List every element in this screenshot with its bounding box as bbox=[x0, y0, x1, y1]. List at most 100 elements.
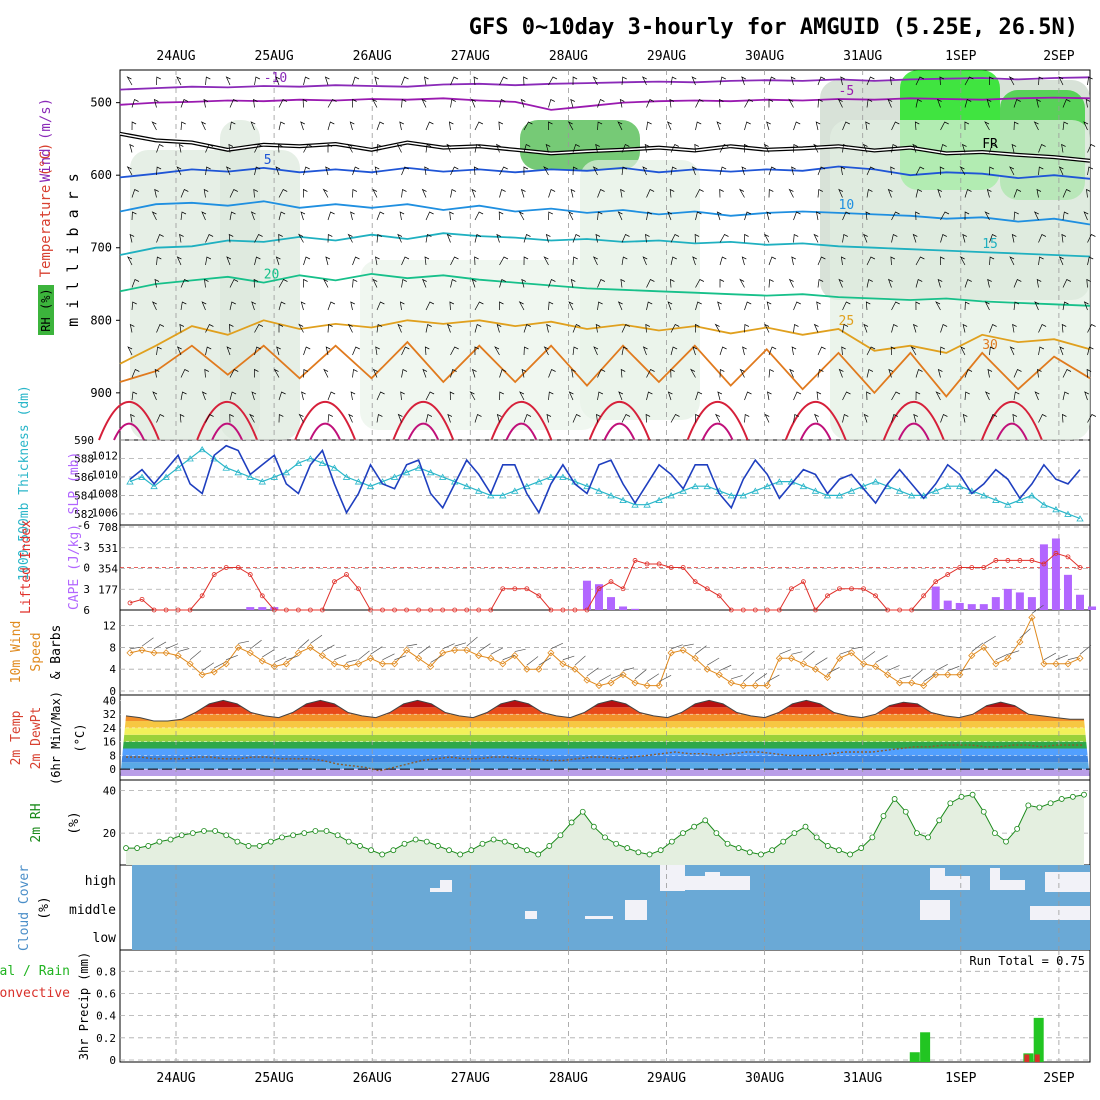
lifted-index-point bbox=[813, 607, 818, 613]
wind-barb-10m bbox=[719, 664, 732, 671]
wind-barb bbox=[374, 76, 380, 86]
rh-point bbox=[312, 828, 319, 834]
rh-point bbox=[178, 832, 185, 839]
wind-barb-10m bbox=[550, 642, 564, 650]
wind-barb bbox=[425, 211, 434, 221]
wind-speed-point bbox=[932, 671, 940, 679]
wind-speed-point bbox=[535, 665, 543, 673]
wind-speed-point bbox=[571, 665, 579, 673]
thickness-point bbox=[282, 469, 291, 476]
wind-barb bbox=[229, 189, 238, 198]
rh-point bbox=[724, 840, 731, 847]
wind-barb bbox=[989, 346, 995, 356]
wind-barb bbox=[714, 323, 721, 333]
lifted-index-point bbox=[512, 586, 518, 592]
temp-band bbox=[120, 762, 1090, 770]
wind-barb bbox=[1011, 233, 1017, 243]
wind-barb bbox=[278, 413, 284, 423]
rh-legend-swatch bbox=[38, 285, 54, 335]
wind-barb bbox=[474, 121, 484, 131]
wind-barb bbox=[915, 98, 922, 108]
thickness-point bbox=[523, 482, 531, 490]
label-cape: CAPE (J/kg) bbox=[67, 524, 82, 610]
wind-barb bbox=[131, 99, 139, 108]
lifted-index-point bbox=[981, 565, 987, 570]
temp-band bbox=[120, 769, 1090, 776]
wind-speed-point bbox=[138, 646, 146, 654]
wind-barb bbox=[842, 211, 851, 221]
wind-barb-10m bbox=[298, 639, 310, 650]
wind-barb bbox=[225, 76, 231, 86]
wind-barb bbox=[449, 301, 455, 311]
wind-barb-10m bbox=[538, 657, 551, 666]
pressure-tick-label: 900 bbox=[90, 386, 112, 400]
wind-barb-10m bbox=[286, 655, 298, 661]
wind-barb bbox=[571, 368, 576, 378]
wind-barb bbox=[1062, 189, 1071, 198]
wind-barb bbox=[989, 234, 997, 243]
wind-barb bbox=[621, 144, 630, 153]
wind-barb bbox=[891, 391, 901, 401]
cape-bar bbox=[270, 607, 279, 610]
isotherm-25 bbox=[119, 319, 1091, 365]
wind-barb bbox=[450, 188, 457, 198]
lifted-index-point bbox=[849, 586, 854, 592]
lifted-index-point bbox=[307, 607, 313, 613]
cloud-level-label: middle bbox=[69, 903, 116, 918]
wind-barb bbox=[744, 323, 750, 333]
thickness-point bbox=[775, 478, 784, 485]
rh-point bbox=[546, 843, 553, 849]
wind-barb bbox=[376, 121, 385, 131]
wind-barb bbox=[1062, 121, 1069, 131]
wind-barb-10m bbox=[1055, 654, 1068, 661]
wind-barb bbox=[595, 323, 601, 333]
wind-speed-point bbox=[595, 681, 603, 690]
wind-barb bbox=[176, 76, 182, 86]
wind-barb bbox=[621, 256, 628, 266]
wind-barb bbox=[621, 414, 631, 423]
wind-barb bbox=[474, 323, 482, 333]
wind-barb-10m bbox=[899, 675, 911, 680]
cloud-cell bbox=[990, 868, 1000, 890]
wind-barb bbox=[229, 301, 236, 311]
cape-bar bbox=[1027, 597, 1036, 610]
wind-speed-point bbox=[775, 654, 783, 662]
wind-barb bbox=[987, 278, 992, 288]
wind-barb bbox=[154, 278, 160, 288]
wind-barb-10m bbox=[971, 642, 984, 652]
wind-speed-point bbox=[523, 665, 531, 673]
wind-barb bbox=[401, 166, 409, 176]
wind-barb bbox=[719, 256, 727, 266]
lifted-index-point bbox=[211, 572, 217, 577]
cloud-level-label: low bbox=[93, 931, 117, 946]
wind-barb bbox=[940, 211, 950, 221]
lifted-index-point bbox=[464, 607, 470, 613]
wind-speed-point bbox=[763, 681, 771, 690]
wind-barb bbox=[401, 98, 407, 108]
wind-barb bbox=[474, 346, 480, 356]
wind-speed-point bbox=[799, 660, 807, 668]
wind-barb bbox=[842, 143, 848, 153]
wind-barb-10m bbox=[1043, 652, 1057, 661]
lifted-index-point bbox=[1005, 558, 1011, 563]
wind-barb bbox=[568, 301, 574, 311]
wind-barb-10m bbox=[394, 655, 407, 661]
wind-barb bbox=[474, 211, 484, 221]
wind-barb-10m bbox=[406, 643, 418, 647]
wind-barb bbox=[327, 99, 337, 108]
wind-barb bbox=[180, 391, 187, 401]
wind-barb bbox=[817, 76, 826, 86]
wind-barb bbox=[473, 166, 479, 176]
wind-barb bbox=[763, 143, 770, 153]
thickness-point bbox=[835, 492, 844, 499]
rh-point bbox=[758, 851, 764, 858]
wind-barb bbox=[1013, 369, 1022, 378]
wind-barb bbox=[519, 391, 525, 401]
wind-barb bbox=[204, 368, 209, 378]
wind-barb bbox=[646, 301, 653, 311]
isotherm-35 bbox=[490, 400, 553, 441]
wind-barb bbox=[866, 98, 873, 108]
wind-barb bbox=[817, 256, 826, 266]
lifted-index-point bbox=[500, 586, 506, 592]
wind-barb bbox=[178, 143, 184, 153]
